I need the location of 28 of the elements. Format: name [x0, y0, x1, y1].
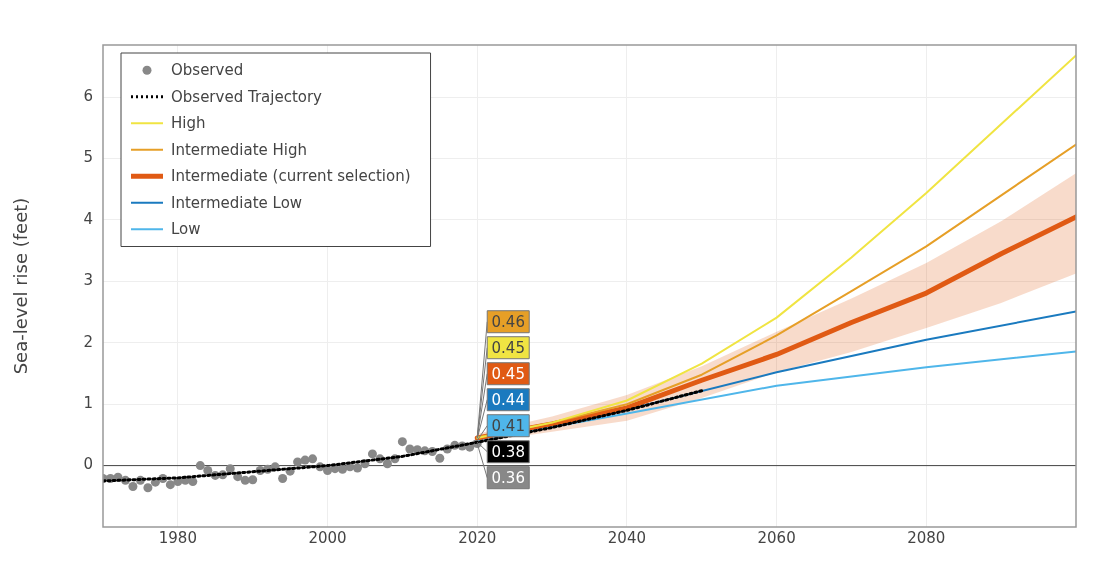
legend-label: Intermediate Low — [171, 193, 303, 212]
y-tick-label: 6 — [83, 87, 93, 106]
legend-label: Observed — [171, 61, 244, 80]
legend-label: Low — [171, 220, 201, 239]
data-label: 0.45 — [491, 338, 525, 357]
x-tick-label: 2000 — [308, 528, 347, 547]
y-tick-label: 4 — [83, 209, 93, 228]
data-label: 0.36 — [491, 468, 525, 487]
y-tick-label: 2 — [83, 332, 93, 351]
y-tick-label: 3 — [83, 271, 93, 290]
legend-label: Observed Trajectory — [171, 87, 323, 106]
x-tick-label: 2040 — [607, 528, 647, 547]
data-label: 0.46 — [491, 312, 525, 331]
legend-label: High — [171, 114, 206, 133]
x-tick-label: 1980 — [158, 528, 197, 547]
data-label: 0.45 — [491, 364, 525, 383]
y-tick-label: 5 — [83, 148, 93, 167]
x-tick-label: 2080 — [907, 528, 946, 547]
legend-label: Intermediate (current selection) — [171, 167, 411, 186]
data-label: 0.38 — [491, 442, 525, 461]
legend-label: Intermediate High — [171, 140, 308, 159]
y-tick-label: 0 — [83, 455, 93, 474]
y-axis-title: Sea-level rise (feet) — [10, 197, 32, 375]
x-tick-label: 2060 — [757, 528, 796, 547]
x-tick-label: 2020 — [458, 528, 497, 547]
y-tick-label: 1 — [83, 394, 93, 413]
data-label: 0.44 — [491, 390, 525, 409]
data-label: 0.41 — [491, 416, 525, 435]
